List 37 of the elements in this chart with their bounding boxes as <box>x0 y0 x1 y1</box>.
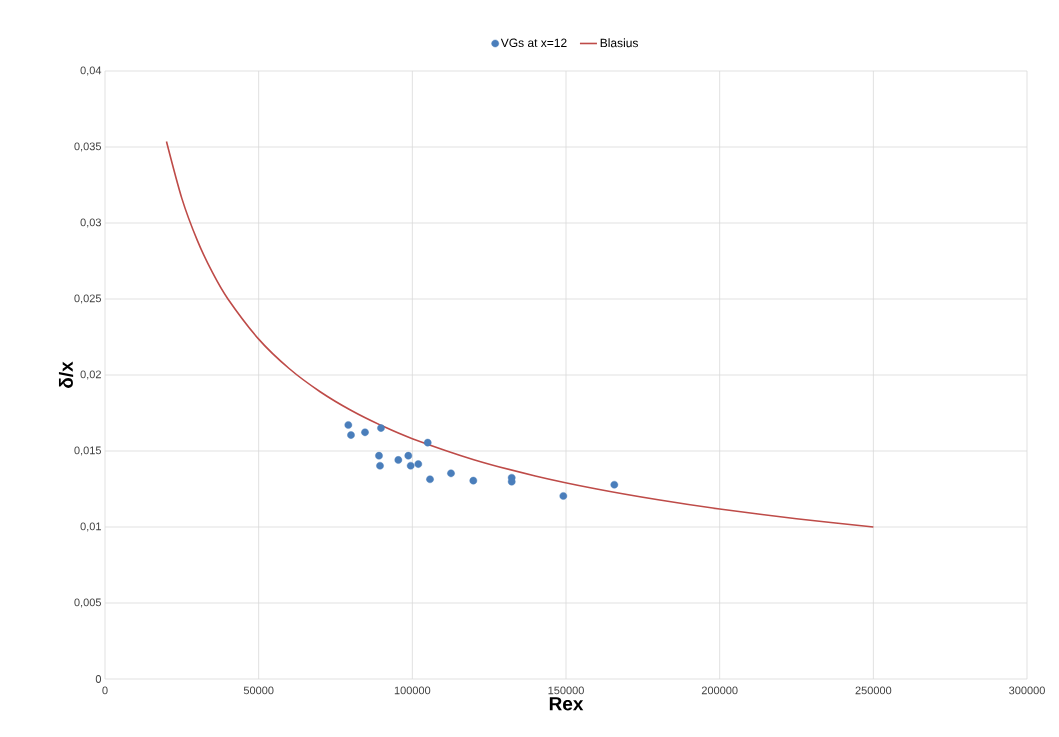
point <box>404 451 413 460</box>
x-tick-label: 250000 <box>855 686 892 695</box>
y-tick-label: 0,005 <box>74 598 102 608</box>
y-tick-label: 0 <box>95 675 102 683</box>
point <box>426 475 434 484</box>
legend-label: Blasius <box>600 38 638 48</box>
x-tick-label: 300000 <box>1009 686 1045 695</box>
point <box>406 461 415 470</box>
point <box>376 461 384 470</box>
y-tick-label: 0,04 <box>80 66 102 76</box>
point <box>377 424 385 432</box>
point <box>559 492 568 500</box>
x-tick-label: 0 <box>102 686 108 695</box>
point <box>361 428 369 437</box>
y-tick-label: 0,035 <box>74 142 102 152</box>
y-tick-label: 0,015 <box>74 446 102 456</box>
point <box>414 460 423 468</box>
point <box>375 451 383 460</box>
line-series <box>165 140 875 528</box>
point <box>394 456 403 464</box>
point <box>423 438 432 447</box>
x-tick-label: 50000 <box>243 686 274 695</box>
x-axis-title: Rex <box>549 697 584 711</box>
point <box>347 431 355 439</box>
y-tick-label: 0,03 <box>80 218 101 228</box>
point <box>610 480 619 489</box>
x-tick-label: 150000 <box>548 686 584 695</box>
x-tick-label: 100000 <box>394 686 431 695</box>
x-tick-label: 200000 <box>701 686 738 695</box>
legend-label: VGs at x=12 <box>500 38 567 48</box>
point <box>344 421 353 429</box>
y-axis-title: δ/x <box>58 361 74 388</box>
point <box>469 476 478 485</box>
y-tick-label: 0,02 <box>80 370 101 380</box>
y-tick-label: 0,025 <box>74 294 102 304</box>
y-tick-label: 0,01 <box>80 522 101 532</box>
point <box>447 469 455 478</box>
